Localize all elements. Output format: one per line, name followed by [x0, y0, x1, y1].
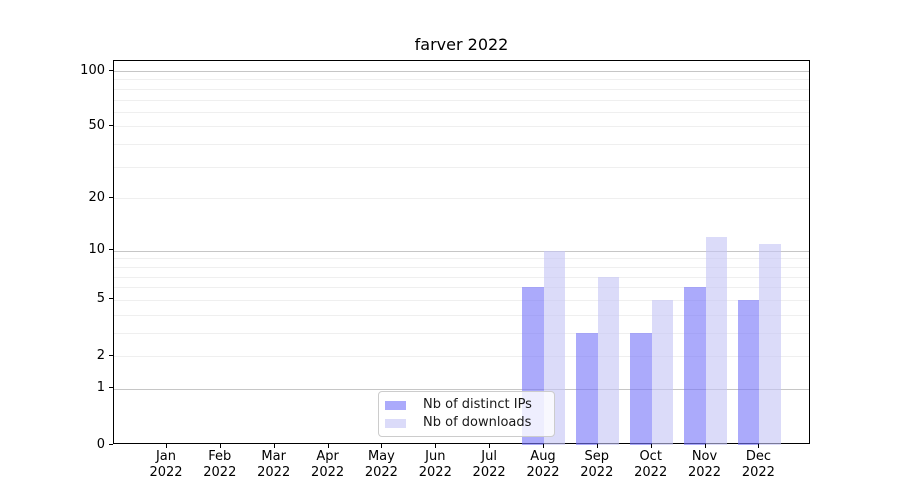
x-tick-label-jan: Jan 2022	[149, 449, 183, 480]
major-gridline	[114, 388, 809, 390]
x-tick-label-feb: Feb 2022	[203, 449, 237, 480]
x-tick-mark	[327, 444, 329, 448]
minor-gridline	[114, 332, 809, 334]
minor-gridline	[114, 126, 809, 128]
y-tick-label: 5	[96, 291, 105, 307]
bar-distinct-ips-dec	[737, 299, 760, 445]
legend-item-downloads: Nb of downloads	[385, 415, 546, 431]
legend-item-distinct-ips: Nb of distinct IPs	[385, 397, 546, 413]
y-tick-label: 1	[96, 380, 105, 396]
major-gridline	[114, 71, 809, 72]
x-tick-mark	[489, 444, 491, 448]
legend-swatch-distinct-ips	[385, 400, 406, 410]
y-tick-label: 100	[80, 62, 105, 78]
x-tick-label-dec: Dec 2022	[741, 449, 775, 480]
x-tick-label-may: May 2022	[364, 449, 398, 480]
minor-gridline	[114, 258, 809, 260]
minor-gridline	[114, 299, 809, 301]
bar-downloads-sep	[597, 276, 620, 445]
minor-gridline	[114, 111, 809, 113]
minor-gridline	[114, 88, 809, 90]
x-tick-mark	[381, 444, 383, 448]
minor-gridline	[114, 276, 809, 278]
y-tick-label: 20	[88, 189, 105, 205]
x-tick-label-jun: Jun 2022	[418, 449, 452, 480]
x-tick-label-nov: Nov 2022	[687, 449, 722, 480]
x-tick-label-sep: Sep 2022	[580, 449, 614, 480]
x-tick-mark	[543, 444, 544, 448]
x-tick-label-oct: Oct 2022	[634, 449, 668, 480]
bar-distinct-ips-oct	[630, 332, 652, 445]
legend: Nb of distinct IPs Nb of downloads	[378, 391, 555, 437]
minor-gridline	[114, 198, 809, 200]
bar-downloads-dec	[759, 243, 781, 445]
minor-gridline	[114, 99, 809, 101]
bar-distinct-ips-sep	[576, 332, 598, 445]
y-tick-mark	[109, 249, 113, 251]
y-tick-mark	[109, 124, 113, 126]
x-tick-mark	[596, 444, 598, 448]
minor-gridline	[114, 144, 809, 146]
x-tick-label-mar: Mar 2022	[257, 449, 291, 480]
x-tick-mark	[758, 444, 760, 448]
y-tick-mark	[109, 443, 113, 445]
plot-area	[113, 60, 810, 445]
legend-swatch-downloads	[385, 418, 406, 428]
legend-label-downloads: Nb of downloads	[423, 415, 532, 430]
bar-downloads-oct	[651, 299, 674, 445]
x-tick-mark	[166, 444, 167, 448]
minor-gridline	[114, 79, 809, 81]
y-tick-mark	[109, 196, 113, 198]
y-tick-label: 2	[96, 347, 105, 363]
x-tick-mark	[704, 444, 706, 448]
minor-gridline	[114, 287, 809, 289]
y-tick-mark	[109, 298, 113, 300]
bar-downloads-nov	[705, 237, 727, 445]
x-tick-label-jul: Jul 2022	[472, 449, 506, 480]
x-tick-mark	[219, 444, 221, 448]
major-gridline	[114, 250, 809, 252]
y-tick-mark	[109, 354, 113, 356]
minor-gridline	[114, 266, 809, 268]
legend-label-distinct-ips: Nb of distinct IPs	[423, 397, 532, 412]
x-tick-mark	[650, 444, 652, 448]
minor-gridline	[114, 314, 809, 316]
x-tick-label-aug: Aug 2022	[526, 449, 560, 480]
x-tick-mark	[435, 444, 437, 448]
minor-gridline	[114, 166, 809, 168]
chart-title: farver 2022	[414, 35, 509, 54]
bar-distinct-ips-nov	[684, 287, 706, 445]
y-tick-label: 50	[88, 117, 105, 133]
x-tick-mark	[273, 444, 275, 448]
y-tick-mark	[109, 69, 113, 71]
minor-gridline	[114, 356, 809, 357]
y-tick-label: 0	[96, 436, 105, 452]
x-tick-label-apr: Apr 2022	[311, 449, 345, 480]
y-tick-mark	[109, 387, 113, 389]
y-tick-label: 10	[88, 242, 105, 258]
